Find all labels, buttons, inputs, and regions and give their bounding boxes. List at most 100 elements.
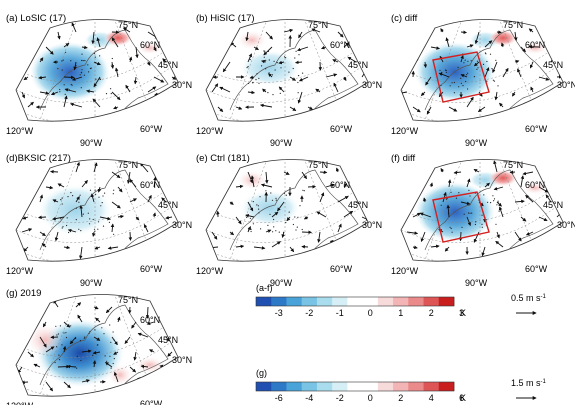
- lat-label: 30°N: [557, 220, 575, 230]
- lat-label: 30°N: [362, 220, 382, 230]
- lon-label: 60°W: [525, 124, 548, 134]
- colorbar-label: (g): [256, 368, 267, 378]
- lat-label: 75°N: [308, 20, 328, 30]
- coastline: [39, 169, 169, 257]
- lon-label: 120°W: [196, 266, 224, 276]
- lat-label: 45°N: [158, 335, 178, 345]
- colorbar-segment: [256, 297, 272, 306]
- lat-label: 45°N: [158, 60, 178, 70]
- lon-label: 120°W: [391, 266, 419, 276]
- lon-label: 60°W: [140, 264, 163, 274]
- colorbar-unit: K: [460, 393, 466, 403]
- colorbar-segment: [316, 297, 333, 306]
- lat-label: 75°N: [118, 160, 138, 170]
- coastline: [424, 29, 554, 117]
- lon-label: 90°W: [80, 278, 103, 288]
- analysis-box: [432, 51, 490, 103]
- panel-title: (e) Ctrl (181): [196, 153, 250, 164]
- colorbar-unit: K: [460, 308, 466, 318]
- warm-anomaly: [489, 30, 517, 46]
- lat-label: 60°N: [330, 40, 350, 50]
- warm-anomaly: [104, 30, 132, 46]
- colorbar-segment: [423, 297, 440, 306]
- lat-label: 45°N: [543, 60, 563, 70]
- lat-label: 45°N: [158, 200, 178, 210]
- colorbar-segment: [316, 382, 333, 391]
- lon-label: 120°W: [391, 126, 419, 136]
- lat-label: 75°N: [308, 160, 328, 170]
- panel-title: (c) diff: [391, 13, 418, 24]
- cold-anomaly: [37, 184, 113, 236]
- colorbar-segment: [377, 297, 394, 306]
- panel-title: (f) diff: [391, 153, 415, 164]
- lat-label: 30°N: [362, 80, 382, 90]
- map-panel-4: (d)BKSIC (217) 75°N60°N 45°N 30°N 120°W 90°W 6…: [6, 153, 192, 288]
- analysis-box: [432, 191, 490, 243]
- reference-vector-label: 0.5 m s-1: [511, 293, 547, 303]
- lon-label: 90°W: [270, 138, 293, 148]
- wind-vectors: [17, 299, 178, 392]
- colorbar-segment: [301, 297, 318, 306]
- lon-label: 120°W: [6, 401, 34, 405]
- lat-label: 60°N: [525, 180, 545, 190]
- colorbar-tick: -1: [336, 308, 344, 318]
- panel-title: (d)BKSIC (217): [6, 153, 71, 164]
- lat-label: 45°N: [348, 200, 368, 210]
- colorbar-segment: [393, 297, 409, 306]
- colorbar-segment: [423, 382, 440, 391]
- colorbar-segment: [362, 297, 379, 306]
- colorbar-tick: 0: [368, 393, 373, 403]
- colorbar-tick: -2: [305, 308, 313, 318]
- panel-title: (g) 2019: [6, 288, 41, 299]
- lon-label: 60°W: [330, 264, 353, 274]
- lat-label: 30°N: [557, 80, 575, 90]
- lat-label: 75°N: [503, 20, 523, 30]
- warm-anomaly: [238, 31, 266, 49]
- lon-label: 60°W: [525, 264, 548, 274]
- lon-label: 60°W: [140, 124, 163, 134]
- coastline: [229, 169, 359, 257]
- colorbar-tick: 6: [459, 393, 464, 403]
- lon-label: 90°W: [270, 278, 293, 288]
- colorbar-segment: [408, 297, 424, 306]
- lat-label: 45°N: [348, 60, 368, 70]
- coastline: [39, 29, 169, 117]
- colorbar-tick: 3: [459, 308, 464, 318]
- colorbar-segment: [438, 382, 455, 391]
- map-panel-3: (c) diff 75°N60°N 45°N 30°N 120°W 90°W 60°W: [391, 13, 575, 148]
- colorbar-segment: [408, 382, 424, 391]
- lon-label: 120°W: [6, 126, 34, 136]
- lon-label: 90°W: [465, 278, 488, 288]
- colorbar-segment: [286, 382, 302, 391]
- map-panel-6: (f) diff 75°N60°N 45°N 30°N 120°W 90°W 60°W: [391, 153, 575, 288]
- map-panel-5: (e) Ctrl (181) 75°N60°N 45°N 30°N 120°W 90°W 6…: [196, 153, 382, 288]
- lat-label: 45°N: [543, 200, 563, 210]
- colorbar-tick: -3: [275, 308, 283, 318]
- colorbar-segment: [256, 382, 272, 391]
- lon-label: 60°W: [140, 399, 163, 405]
- colorbar-tick: 1: [398, 308, 403, 318]
- lat-label: 75°N: [118, 20, 138, 30]
- colorbar-segment: [347, 382, 363, 391]
- colorbar-segment: [271, 297, 287, 306]
- colorbar-1: (a-f) -3 -2 -1 0 1 2 3K 0.5 m s-1: [255, 283, 547, 318]
- colorbar-segment: [362, 382, 379, 391]
- colorbar-segment: [438, 297, 455, 306]
- lat-label: 60°N: [140, 180, 160, 190]
- colorbar-2: (g) -6 -4 -2 0 2 4 6K 1.5 m s-1: [255, 368, 547, 403]
- lon-label: 90°W: [80, 138, 103, 148]
- colorbar-tick: 2: [429, 308, 434, 318]
- colorbar-segment: [271, 382, 287, 391]
- warm-anomaly: [489, 170, 517, 186]
- reference-vector-label: 1.5 m s-1: [511, 378, 547, 388]
- lon-label: 90°W: [465, 138, 488, 148]
- map-panel-1: (a) LoSIC (17) 75°N60°N 45°N 30°N 120°W 90°W 6…: [6, 13, 192, 148]
- colorbar-segment: [286, 297, 302, 306]
- lon-label: 120°W: [196, 126, 224, 136]
- colorbar-tick: -4: [305, 393, 313, 403]
- lat-label: 60°N: [140, 315, 160, 325]
- colorbar-segment: [332, 382, 348, 391]
- colorbar-tick: 0: [368, 308, 373, 318]
